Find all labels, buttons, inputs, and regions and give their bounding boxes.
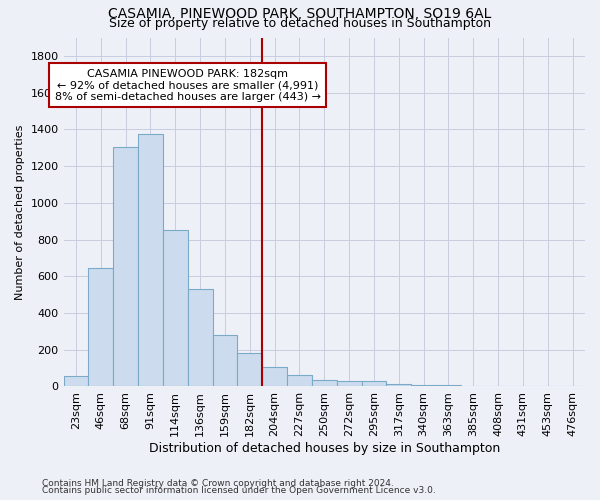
Text: Contains HM Land Registry data © Crown copyright and database right 2024.: Contains HM Land Registry data © Crown c… [42, 478, 394, 488]
Bar [188, 289, 212, 386]
Bar [238, 354, 262, 386]
Bar [337, 381, 362, 386]
Text: CASAMIA PINEWOOD PARK: 182sqm
← 92% of detached houses are smaller (4,991)
8% of: CASAMIA PINEWOOD PARK: 182sqm ← 92% of d… [55, 68, 320, 102]
Bar [64, 376, 88, 386]
Text: Size of property relative to detached houses in Southampton: Size of property relative to detached ho… [109, 18, 491, 30]
X-axis label: Distribution of detached houses by size in Southampton: Distribution of detached houses by size … [149, 442, 500, 455]
Bar [88, 268, 113, 386]
Text: CASAMIA, PINEWOOD PARK, SOUTHAMPTON, SO19 6AL: CASAMIA, PINEWOOD PARK, SOUTHAMPTON, SO1… [109, 8, 491, 22]
Bar [262, 367, 287, 386]
Bar [113, 147, 138, 386]
Bar [362, 382, 386, 386]
Bar [386, 384, 411, 386]
Bar [287, 374, 312, 386]
Bar [163, 230, 188, 386]
Bar [138, 134, 163, 386]
Y-axis label: Number of detached properties: Number of detached properties [15, 124, 25, 300]
Bar [212, 335, 238, 386]
Text: Contains public sector information licensed under the Open Government Licence v3: Contains public sector information licen… [42, 486, 436, 495]
Bar [411, 385, 436, 386]
Bar [312, 380, 337, 386]
